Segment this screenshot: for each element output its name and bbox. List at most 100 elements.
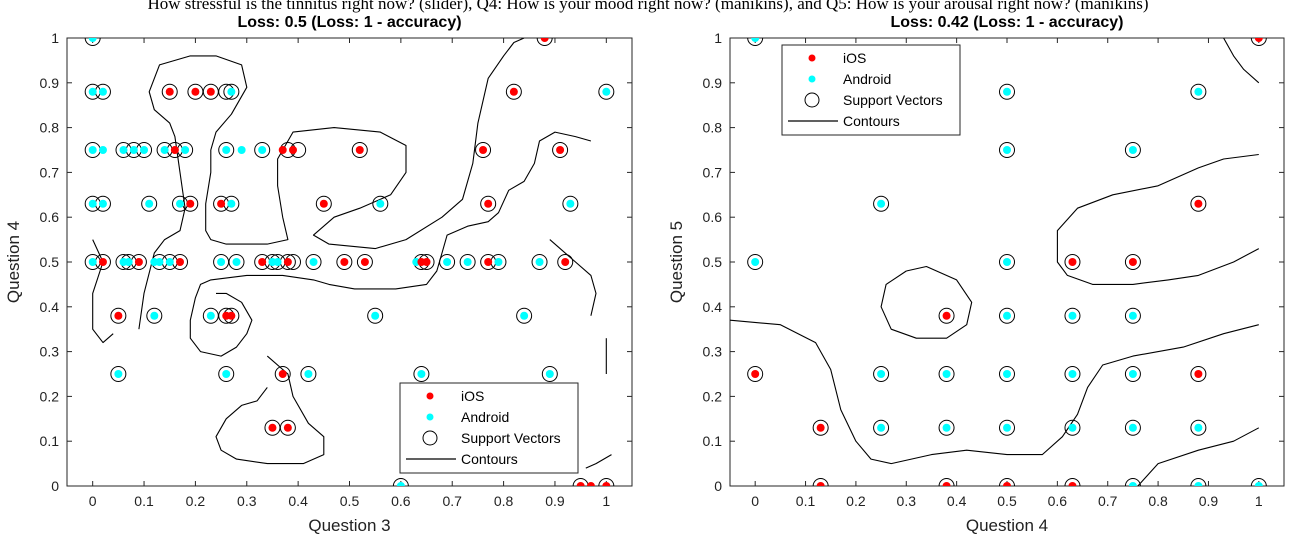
support-vector-marker (1124, 142, 1141, 158)
android-point (88, 146, 97, 154)
android-point (88, 199, 97, 208)
ios-point (227, 311, 236, 320)
legend-support-vectors-label: Support Vectors (843, 92, 943, 108)
contour-line (92, 239, 114, 344)
android-point (1128, 146, 1137, 154)
ios-point (1194, 370, 1203, 378)
support-vector-marker (480, 195, 497, 212)
ios-point (206, 87, 215, 96)
support-vector-marker (598, 478, 615, 486)
x-tick-label: 0.1 (796, 493, 816, 509)
support-vector-marker (356, 254, 373, 270)
x-axis-label: Question 4 (966, 516, 1048, 535)
support-vector-marker (938, 478, 955, 486)
android-point (258, 146, 267, 154)
legend-android-marker (808, 75, 816, 83)
ios-point (278, 146, 287, 154)
y-tick-label: 0 (714, 478, 722, 494)
android-point (1194, 482, 1203, 486)
y-tick-label: 0 (51, 478, 59, 494)
x-tick-label: 0.2 (846, 493, 866, 509)
support-vector-marker (279, 419, 296, 436)
android-point (1128, 482, 1137, 486)
ios-point (484, 258, 493, 266)
y-tick-label: 0.5 (703, 254, 723, 270)
support-vector-marker (1190, 195, 1207, 212)
support-vector-marker (392, 478, 409, 486)
support-vector-marker (1064, 419, 1081, 436)
android-point (494, 258, 503, 266)
android-point (877, 370, 886, 378)
support-vector-marker (1064, 307, 1081, 324)
y-tick-label: 0.4 (40, 299, 60, 315)
y-tick-label: 0.9 (703, 75, 723, 91)
x-tick-label: 0.3 (897, 493, 917, 509)
support-vector-marker (1124, 366, 1141, 382)
x-tick-label: 0.9 (545, 493, 565, 509)
support-vector-marker (1124, 419, 1141, 436)
android-point (1003, 423, 1011, 432)
chart-title: Loss: 0.5 (Loss: 1 - accuracy) (237, 14, 461, 31)
android-point (1003, 146, 1011, 154)
android-point (376, 199, 385, 208)
support-vector-marker (747, 38, 764, 46)
ios-point (942, 482, 951, 486)
contour-line (1137, 427, 1260, 486)
ios-point (1068, 258, 1077, 266)
android-point (232, 258, 241, 266)
plot-content (730, 38, 1267, 486)
ios-point (191, 87, 200, 96)
x-tick-label: 0.2 (186, 493, 206, 509)
support-vector-marker (812, 419, 829, 436)
x-tick-label: 0.6 (1048, 493, 1068, 509)
ios-point (283, 423, 292, 432)
support-vector-marker (305, 254, 322, 270)
android-point (942, 370, 951, 378)
legend-support-vector-marker (804, 92, 820, 108)
android-point (88, 87, 97, 96)
android-point (227, 199, 236, 208)
android-point (1128, 423, 1137, 432)
legend: iOS Android Support Vectors Contours (399, 382, 579, 474)
ios-point (1194, 199, 1203, 208)
contour-line (1223, 38, 1260, 84)
legend-android-label: Android (843, 71, 891, 87)
ios-point (751, 370, 760, 378)
android-point (1254, 482, 1263, 486)
android-point (273, 258, 282, 266)
android-point (160, 146, 169, 154)
ios-point (98, 258, 107, 266)
android-point (222, 146, 231, 154)
support-vector-marker (873, 419, 890, 436)
y-tick-label: 0.2 (703, 388, 723, 404)
android-point (877, 423, 886, 432)
y-tick-label: 0.1 (40, 433, 60, 449)
android-point (150, 311, 159, 320)
ios-point (114, 311, 123, 320)
android-point (124, 258, 133, 266)
support-vector-marker (557, 254, 574, 270)
support-vector-marker (1190, 366, 1207, 382)
support-vector-marker (1064, 478, 1081, 486)
y-tick-label: 1 (714, 30, 722, 46)
ios-point (360, 258, 369, 266)
ios-point (1068, 482, 1077, 486)
ios-point (1003, 482, 1011, 486)
support-vector-marker (999, 142, 1015, 158)
y-tick-label: 0.6 (40, 209, 60, 225)
support-vector-marker (747, 366, 764, 382)
x-tick-label: 0.3 (237, 493, 257, 509)
ios-point (422, 258, 431, 266)
support-vector-marker (351, 142, 368, 158)
support-vector-marker (999, 366, 1015, 382)
support-vector-marker (531, 254, 548, 270)
support-vector-marker (254, 142, 271, 158)
x-tick-label: 0.6 (391, 493, 411, 509)
android-point (520, 311, 529, 320)
android-point (1068, 370, 1077, 378)
support-vector-marker (572, 478, 589, 486)
x-tick-label: 0.7 (442, 493, 462, 509)
y-axis-label: Question 4 (4, 221, 23, 303)
ios-point (576, 482, 585, 486)
android-point (88, 38, 97, 42)
